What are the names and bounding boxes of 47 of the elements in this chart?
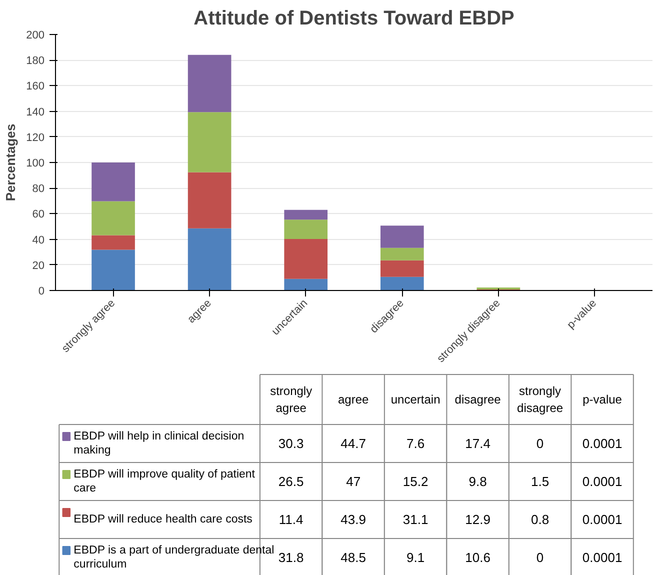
data-label: 0.8 <box>531 512 550 527</box>
data-label: 0.0001 <box>582 550 622 565</box>
data-label: 31.8 <box>278 550 304 565</box>
data-label: 43.9 <box>340 512 366 527</box>
legend-label: EBDP will reduce health care costs <box>74 514 253 526</box>
data-label: 15.2 <box>402 474 428 489</box>
y-tick-label: 0 <box>38 286 45 298</box>
y-tick-label: 60 <box>32 208 45 221</box>
x-tick-label: strongly agree <box>270 384 312 415</box>
data-label: 17.4 <box>465 436 490 451</box>
y-tick-label: 140 <box>26 106 45 118</box>
legend-label: EBDP will improve quality of patient care <box>74 468 256 495</box>
data-label: 12.9 <box>465 512 490 527</box>
data-label: 0 <box>536 436 544 451</box>
data-label: 7.6 <box>406 436 425 451</box>
x-tick-label: uncertain <box>390 392 440 406</box>
legend-label: EBDP is a part of undergraduate dental curriculum <box>74 544 274 571</box>
data-label: 48.5 <box>340 550 366 565</box>
data-label: 31.1 <box>402 512 428 527</box>
data-label: 0.0001 <box>582 474 622 489</box>
y-tick-label: 80 <box>32 183 45 196</box>
data-label: 30.3 <box>278 436 304 451</box>
y-tick-label: 20 <box>32 260 45 272</box>
data-label: 26.5 <box>278 474 304 489</box>
y-tick-label: 160 <box>26 80 45 93</box>
data-label: 11.4 <box>278 512 304 527</box>
chart-title: Attitude of Dentists Toward EBDP <box>194 8 514 30</box>
legend-label: EBDP will help in clinical decision making <box>74 430 244 457</box>
y-tick-label: 100 <box>26 158 45 170</box>
data-label: 0 <box>536 550 544 565</box>
x-tick-label: agree <box>338 392 369 406</box>
data-label: 9.1 <box>406 550 425 565</box>
y-tick-label: 200 <box>26 30 45 42</box>
data-label: 0.0001 <box>582 436 622 451</box>
data-label: 47 <box>346 474 361 489</box>
data-label: 10.6 <box>465 550 490 565</box>
x-tick-label: disagree <box>454 392 502 406</box>
data-label: 1.5 <box>531 474 550 489</box>
x-tick-label: p-value <box>582 392 622 406</box>
data-label: 44.7 <box>340 436 366 451</box>
y-tick-label: 180 <box>26 55 45 68</box>
y-tick-label: 120 <box>26 132 45 144</box>
y-axis-title: Percentages <box>3 124 18 202</box>
y-tick-label: 40 <box>32 234 45 246</box>
x-tick-label: strongly disagree <box>517 384 564 415</box>
data-label: 0.0001 <box>582 512 622 527</box>
data-label: 9.8 <box>468 474 487 489</box>
